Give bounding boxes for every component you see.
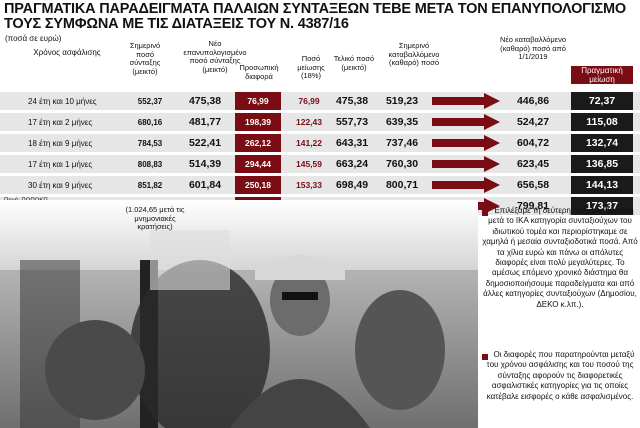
protest-photo xyxy=(0,200,478,428)
row-new-net: 799,81 xyxy=(516,200,550,212)
row-current-gross: 851,82 xyxy=(137,180,163,190)
arrow-icon xyxy=(432,156,500,172)
col-header-current-net: Σημερινό καταβαλλόμενο (καθαρό) ποσό xyxy=(388,41,440,67)
row-real-cut: 173,37 xyxy=(571,197,633,215)
row-period: 30 έτη και 9 μήνες xyxy=(4,176,128,194)
row-new-gross: 481,77 xyxy=(188,116,222,128)
headline: ΠΡΑΓΜΑΤΙΚΑ ΠΑΡΑΔΕΙΓΜΑΤΑ ΠΑΛΑΙΩΝ ΣΥΝΤΑΞΕΩ… xyxy=(4,1,626,32)
row-new-net: 656,58 xyxy=(516,179,550,191)
callout-note: (1.024,65 μετά τις μνημονιακές κρατήσεις… xyxy=(125,205,185,231)
col-header-insurance-time: Χρόνος ασφάλισης xyxy=(33,48,101,57)
row-new-gross: 522,41 xyxy=(188,137,222,149)
row-new-net: 623,45 xyxy=(516,158,550,170)
row-personal-diff: 76,99 xyxy=(235,92,281,110)
row-final-amount: 557,73 xyxy=(335,116,369,128)
row-new-net: 446,86 xyxy=(516,95,550,107)
table-row: 17 έτη και 1 μήνες 808,83 514,39 294,44 145,… xyxy=(0,155,640,173)
table-row: 17 έτη και 2 μήνες 680,16 481,77 198,39 122,… xyxy=(0,113,640,131)
protest-photo-graphic xyxy=(0,200,478,428)
row-current-net: 737,46 xyxy=(385,137,419,149)
row-background xyxy=(0,155,640,173)
row-background xyxy=(0,92,640,110)
row-current-gross: 552,37 xyxy=(137,96,163,106)
row-background xyxy=(0,176,640,194)
row-final-amount: 475,38 xyxy=(335,95,369,107)
row-period: 17 έτη και 1 μήνες xyxy=(4,155,128,173)
col-header-cut-amount: Ποσό μείωσης (18%) xyxy=(297,54,325,80)
table-row: 30 έτη και 9 μήνες 851,82 601,84 250,18 153,… xyxy=(0,176,640,194)
row-current-gross: 808,83 xyxy=(137,159,163,169)
row-cut-amount: 141,22 xyxy=(296,138,322,148)
row-final-amount: 698,49 xyxy=(335,179,369,191)
row-real-cut: 132,74 xyxy=(571,134,633,152)
row-background xyxy=(0,113,640,131)
row-personal-diff: 250,18 xyxy=(235,176,281,194)
row-background xyxy=(0,134,640,152)
arrow-icon xyxy=(432,177,500,193)
col-header-personal-diff: Προσωπική διαφορά xyxy=(239,63,279,81)
row-cut-amount: 153,33 xyxy=(296,180,322,190)
side-text-2: Οι διαφορές που παρατηρούνται μεταξύ του… xyxy=(486,350,635,401)
row-new-gross: 601,84 xyxy=(188,179,222,191)
arrow-icon xyxy=(432,114,500,130)
side-text-1: Επιλέξαμε τη δεύτερη πολυπληθέστερη μετά… xyxy=(482,206,638,309)
row-real-cut: 115,08 xyxy=(571,113,633,131)
arrow-icon xyxy=(432,93,500,109)
row-current-net: 760,30 xyxy=(385,158,419,170)
row-final-amount: 643,31 xyxy=(335,137,369,149)
row-final-amount: 663,24 xyxy=(335,158,369,170)
row-current-net: 800,71 xyxy=(385,179,419,191)
row-real-cut: 72,37 xyxy=(571,92,633,110)
row-real-cut: 144,13 xyxy=(571,176,633,194)
col-header-new-net: Νέο καταβαλλόμενο (καθαρό) ποσό από 1/1/… xyxy=(500,35,566,61)
row-current-net: 519,23 xyxy=(385,95,419,107)
side-marker-1 xyxy=(482,210,488,216)
row-real-cut: 136,85 xyxy=(571,155,633,173)
col-header-current-gross: Σημερινό ποσό σύνταξης (μεικτό) xyxy=(129,41,161,76)
row-current-net: 639,35 xyxy=(385,116,419,128)
row-personal-diff: 262,12 xyxy=(235,134,281,152)
row-period: 17 έτη και 2 μήνες xyxy=(4,113,128,131)
row-new-net: 604,72 xyxy=(516,137,550,149)
table-row: 18 έτη και 9 μήνες 784,53 522,41 262,12 141,… xyxy=(0,134,640,152)
row-cut-amount: 145,59 xyxy=(296,159,322,169)
row-current-gross: 784,53 xyxy=(137,138,163,148)
row-new-gross: 475,38 xyxy=(188,95,222,107)
row-period: 24 έτη και 10 μήνες xyxy=(4,92,128,110)
row-personal-diff: 198,39 xyxy=(235,113,281,131)
row-period: 18 έτη και 9 μήνες xyxy=(4,134,128,152)
row-personal-diff: 294,44 xyxy=(235,155,281,173)
col-header-final-amount: Τελικό ποσό (μεικτό) xyxy=(333,54,375,72)
arrow-icon xyxy=(432,135,500,151)
row-new-gross: 514,39 xyxy=(188,158,222,170)
row-new-net: 524,27 xyxy=(516,116,550,128)
row-current-gross: 680,16 xyxy=(137,117,163,127)
side-marker-2 xyxy=(482,354,488,360)
table-row: 24 έτη και 10 μήνες 552,37 475,38 76,99 76,9… xyxy=(0,92,640,110)
unit-note: (ποσά σε ευρώ) xyxy=(5,34,62,43)
col-header-real-cut: Πραγματική μείωση xyxy=(571,66,633,84)
row-cut-amount: 122,43 xyxy=(296,117,322,127)
row-cut-amount: 76,99 xyxy=(298,96,320,106)
col-header-new-gross: Νέο επανυπολογισμένο ποσό σύνταξης (μεικ… xyxy=(183,39,247,74)
